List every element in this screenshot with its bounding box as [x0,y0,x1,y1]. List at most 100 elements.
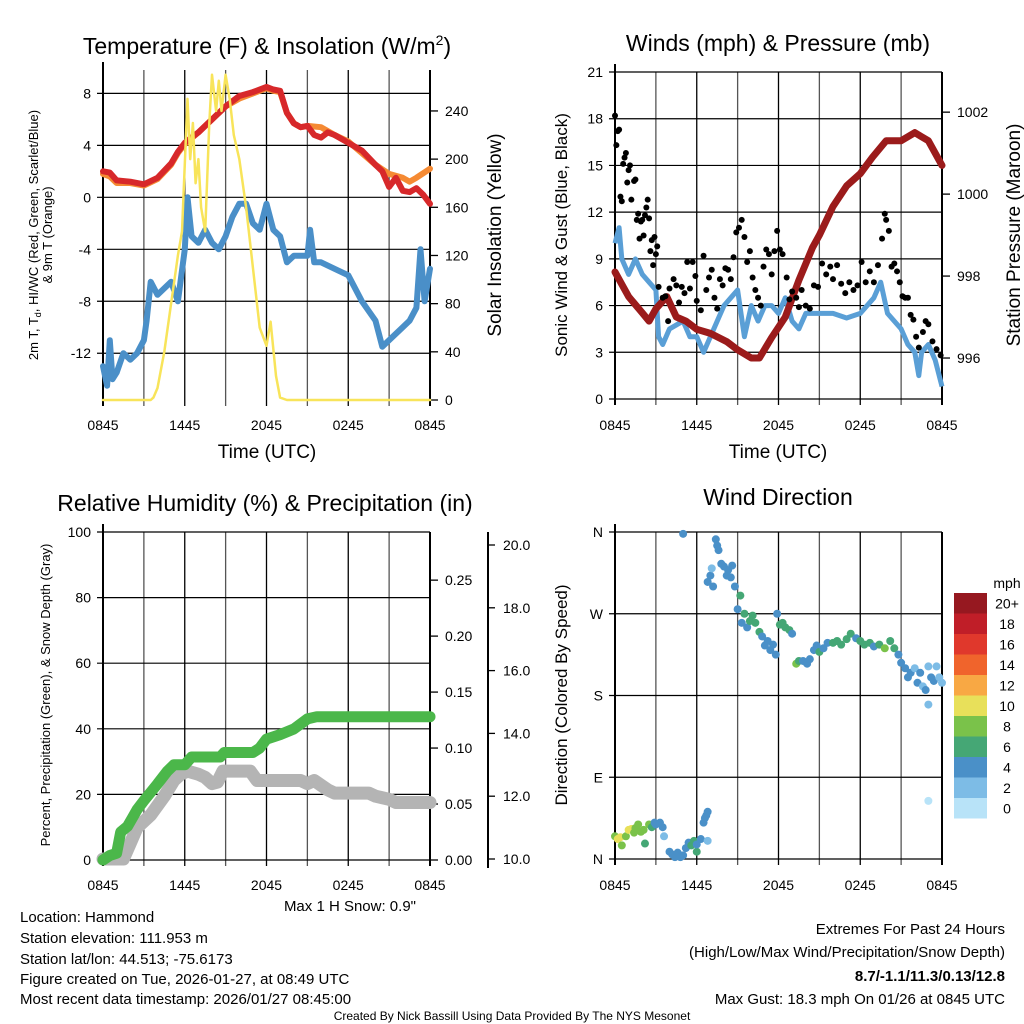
gust-point [673,282,680,289]
solar-axis-tick-label: 40 [445,344,461,360]
temp-xtick-label: 1445 [169,417,200,433]
gust-point [613,142,620,149]
rh-chart-title: Relative Humidity (%) & Precipitation (i… [57,490,472,516]
gust-point [700,252,707,259]
gust-point [639,216,646,223]
location-text: Location: Hammond [20,909,154,926]
gust-point [628,196,635,203]
gust-point [846,279,853,286]
direction-chart-title: Wind Direction [703,484,853,510]
dir-ytick-label: W [590,606,604,622]
dir-ytick-label: N [593,524,603,540]
colorbar-swatch [954,716,987,737]
colorbar-label: 12 [999,677,1015,693]
solar-axis-tick-label: 160 [445,199,469,215]
wind-direction-point [730,582,739,591]
gust-point [655,283,662,290]
rh-ytick-label: 20 [75,786,91,802]
rh-xtick-label: 0845 [87,877,118,893]
wind-direction-point [703,807,712,816]
pressure-ylabel: Station Pressure (Maroon) [1004,124,1024,347]
wind-direction-point [726,573,735,582]
gust-point [686,285,693,292]
wind-direction-point [617,841,626,850]
wind-direction-point [711,535,720,544]
gust-point [746,248,753,255]
gust-point [616,126,623,133]
wind-direction-point [771,650,780,659]
rh-ytick-label: 60 [75,655,91,671]
gust-point [626,162,633,169]
gust-point [763,246,770,253]
colorbar-label: 14 [999,657,1015,673]
gust-point [744,258,751,265]
colorbar-label: 20+ [995,595,1019,611]
dir-ytick-label: S [594,688,603,704]
max-gust-text: Max Gust: 18.3 mph On 01/26 at 0845 UTC [715,991,1005,1008]
dir-xtick-label: 0845 [926,877,957,893]
gust-point [907,311,914,318]
temp-xtick-label: 0845 [414,417,445,433]
temp-ytick-label: -12 [71,345,91,361]
gust-point [665,318,672,325]
gust-point [670,276,677,283]
gust-point [827,263,834,270]
wind-direction-point [897,658,906,667]
wind-xtick-label: 1445 [681,417,712,433]
wind-ytick-label: 12 [587,204,603,220]
gust-point [786,296,793,303]
wind-direction-point [743,623,752,632]
temp-ytick-label: -8 [79,293,92,309]
gust-point [819,260,826,267]
solar-axis-tick-label: 120 [445,247,469,263]
wind-direction-point [819,644,828,653]
gust-point [697,307,704,314]
wind-ylabel: Sonic Wind & Gust (Blue, Black) [552,113,571,357]
wind-direction-point [910,664,919,673]
gust-point [795,304,802,311]
gust-point [640,232,647,239]
dir-xtick-label: 0245 [845,877,876,893]
snow-axis-tick-label: 10.0 [503,851,530,867]
wind-direction-point [692,840,701,849]
wind-direction-point [758,632,767,641]
gust-point [883,216,890,223]
snow-axis-tick-label: 18.0 [503,600,530,616]
gust-point [632,176,639,183]
wind-direction-point [706,571,715,580]
extremes-values: 8.7/-1.1/11.3/0.13/12.8 [855,968,1005,985]
gust-point [719,282,726,289]
gust-point [650,262,657,269]
temp-xlabel: Time (UTC) [218,442,317,463]
gust-point [711,294,718,301]
gust-point [866,268,873,275]
gust-point [624,179,631,186]
wind-direction-point [736,591,745,600]
wind-direction-point [805,655,814,664]
wind-direction-point [773,609,782,618]
gust-point [838,280,845,287]
snow-depth-line [96,764,437,866]
gust-point [779,251,786,258]
rh-xtick-label: 1445 [169,877,200,893]
solar-axis-tick-label: 80 [445,296,461,312]
wind-direction-point [740,609,749,618]
wind-ytick-label: 15 [587,157,603,173]
gust-point [774,227,781,234]
gust-point [776,246,783,253]
gust-point [885,227,892,234]
colorbar-swatch [954,593,987,614]
temp-xtick-label: 0845 [87,417,118,433]
gust-point [802,302,809,309]
gust-point [815,283,822,290]
gust-point [823,271,830,278]
wind-direction-point [703,836,712,845]
gust-point [625,167,632,174]
gust-point [870,279,877,286]
wind-direction-point [894,650,903,659]
gust-point [741,234,748,241]
wind-direction-point [621,832,630,841]
wind-direction-point [901,664,910,673]
pressure-axis-tick-label: 998 [957,268,981,284]
gust-point [757,302,764,309]
